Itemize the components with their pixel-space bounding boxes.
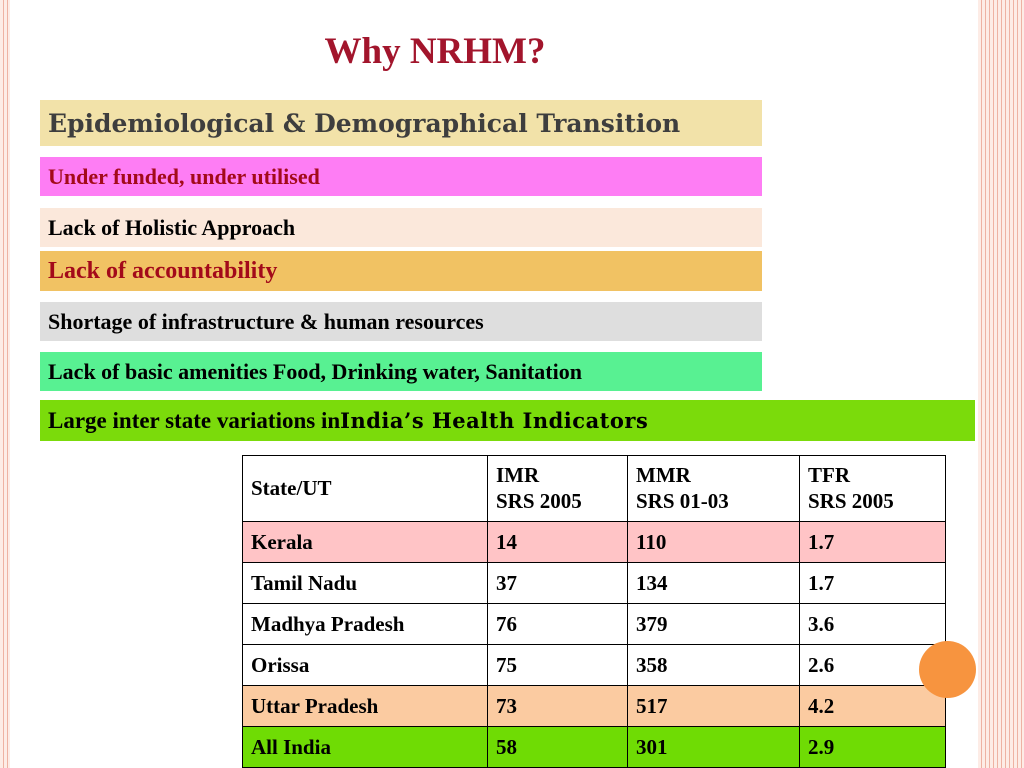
table-header-row: State/UT IMR SRS 2005 MMR SRS 01-03 TFR … xyxy=(242,455,946,522)
cell-tfr: 3.6 xyxy=(799,603,946,645)
cell-tfr: 2.9 xyxy=(799,726,946,768)
cell-imr: 76 xyxy=(487,603,628,645)
slide-canvas: Why NRHM? Epidemiological & Demographica… xyxy=(10,0,978,768)
bar-inter-state-variations: Large inter state variations in India’s … xyxy=(40,400,975,441)
cell-mmr: 379 xyxy=(627,603,800,645)
header-line: SRS 2005 xyxy=(496,488,582,513)
table-row-tamil-nadu: Tamil Nadu 37 134 1.7 xyxy=(242,562,946,604)
table-row-kerala: Kerala 14 110 1.7 xyxy=(242,521,946,563)
cell-mmr: 134 xyxy=(627,562,800,604)
bar-holistic-approach: Lack of Holistic Approach xyxy=(40,208,762,247)
left-stripe-border xyxy=(0,0,10,768)
bar-label: Lack of accountability xyxy=(48,257,278,284)
cell-mmr: 301 xyxy=(627,726,800,768)
cell-mmr: 358 xyxy=(627,644,800,686)
header-line: TFR xyxy=(808,463,850,488)
bar-basic-amenities: Lack of basic amenities Food, Drinking w… xyxy=(40,352,762,391)
table-row-madhya-pradesh: Madhya Pradesh 76 379 3.6 xyxy=(242,603,946,645)
table-row-orissa: Orissa 75 358 2.6 xyxy=(242,644,946,686)
cell-mmr: 517 xyxy=(627,685,800,727)
cell-mmr: 110 xyxy=(627,521,800,563)
bar-label-bold: Large inter state variations in xyxy=(48,407,341,433)
cell-imr: 75 xyxy=(487,644,628,686)
bar-label-serif: India’s Health Indicators xyxy=(340,408,649,433)
orange-circle-decoration xyxy=(919,641,976,698)
cell-tfr: 1.7 xyxy=(799,521,946,563)
cell-imr: 37 xyxy=(487,562,628,604)
cell-imr: 58 xyxy=(487,726,628,768)
header-line: SRS 01-03 xyxy=(636,488,729,513)
bar-label: Epidemiological & Demographical Transiti… xyxy=(48,108,681,138)
col-header-tfr: TFR SRS 2005 xyxy=(799,455,946,522)
cell-imr: 14 xyxy=(487,521,628,563)
header-line: SRS 2005 xyxy=(808,488,894,513)
header-line: IMR xyxy=(496,463,540,488)
bar-label: Lack of basic amenities Food, Drinking w… xyxy=(48,358,582,384)
bar-epidemiological-transition: Epidemiological & Demographical Transiti… xyxy=(40,100,762,146)
bar-under-funded: Under funded, under utilised xyxy=(40,157,762,196)
cell-state: Orissa xyxy=(242,644,488,686)
bar-infrastructure-shortage: Shortage of infrastructure & human resou… xyxy=(40,302,762,341)
cell-state: Madhya Pradesh xyxy=(242,603,488,645)
header-line: State/UT xyxy=(251,475,332,500)
col-header-mmr: MMR SRS 01-03 xyxy=(627,455,800,522)
bar-label: Under funded, under utilised xyxy=(48,163,320,189)
cell-state: Kerala xyxy=(242,521,488,563)
cell-state: Tamil Nadu xyxy=(242,562,488,604)
cell-imr: 73 xyxy=(487,685,628,727)
col-header-imr: IMR SRS 2005 xyxy=(487,455,628,522)
table-row-all-india: All India 58 301 2.9 xyxy=(242,726,946,768)
cell-state: Uttar Pradesh xyxy=(242,685,488,727)
bar-label: Shortage of infrastructure & human resou… xyxy=(48,308,484,334)
header-line: MMR xyxy=(636,463,691,488)
right-stripe-border xyxy=(978,0,1024,768)
cell-state: All India xyxy=(242,726,488,768)
table-row-uttar-pradesh: Uttar Pradesh 73 517 4.2 xyxy=(242,685,946,727)
bar-accountability: Lack of accountability xyxy=(40,251,762,291)
cell-tfr: 1.7 xyxy=(799,562,946,604)
col-header-state-ut: State/UT xyxy=(242,455,488,522)
slide-title: Why NRHM? xyxy=(324,31,546,72)
bar-label: Lack of Holistic Approach xyxy=(48,214,296,240)
cell-tfr: 4.2 xyxy=(799,685,946,727)
health-indicators-table: State/UT IMR SRS 2005 MMR SRS 01-03 TFR … xyxy=(242,455,946,768)
